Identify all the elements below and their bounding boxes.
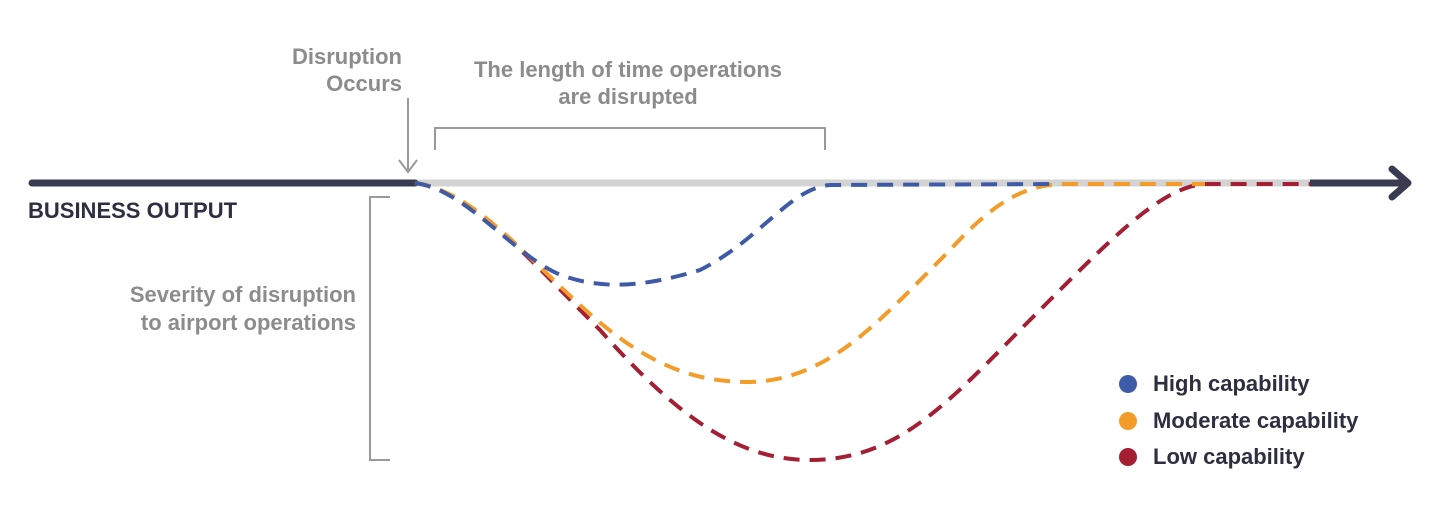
legend-marker [1119,412,1137,430]
legend-marker [1119,448,1137,466]
duration-label: are disrupted [558,84,697,109]
legend-marker [1119,375,1137,393]
severity-label: Severity of disruption [130,282,356,307]
disruption-arrowhead [398,159,418,174]
legend-label: High capability [1153,371,1310,396]
duration-label: The length of time operations [474,57,782,82]
disruption-label: Disruption [292,44,402,69]
disruption-label: Occurs [326,71,402,96]
axis-label: BUSINESS OUTPUT [28,198,238,223]
high-capability-curve [414,181,1056,287]
legend-label: Moderate capability [1153,408,1359,433]
moderate-capability-curve [414,181,1205,385]
legend: High capability Moderate capability Low … [1119,371,1359,469]
severity-bracket [369,196,390,461]
duration-bracket [434,127,826,150]
legend-label: Low capability [1153,444,1305,469]
axis-arrowhead [1388,165,1412,201]
severity-label: to airport operations [141,310,356,335]
